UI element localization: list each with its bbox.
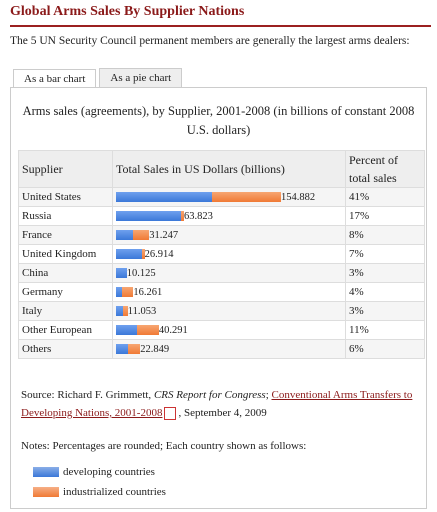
total-cell: 63.823 xyxy=(112,206,346,226)
total-label: 154.882 xyxy=(280,191,316,203)
bar-developing xyxy=(116,325,138,336)
percent: 17% xyxy=(345,206,425,226)
total-cell: 22.849 xyxy=(112,339,346,359)
bar: 40.291 xyxy=(116,325,188,336)
total-label: 40.291 xyxy=(158,324,188,336)
bar: 16.261 xyxy=(116,287,162,298)
total-cell: 16.261 xyxy=(112,282,346,302)
bar-industrialized xyxy=(122,287,134,298)
legend-swatch xyxy=(33,467,59,477)
supplier: Germany xyxy=(18,282,113,302)
row: United States 154.882 41% xyxy=(18,187,425,207)
row: Russia 63.823 17% xyxy=(18,206,425,226)
tab[interactable]: As a pie chart xyxy=(99,68,183,87)
bar-developing xyxy=(116,306,124,317)
legend-label: industrialized countries xyxy=(63,486,166,498)
total-cell: 11.053 xyxy=(112,301,346,321)
total-cell: 31.247 xyxy=(112,225,346,245)
percent: 41% xyxy=(345,187,425,207)
title-rule xyxy=(10,25,431,27)
percent: 3% xyxy=(345,301,425,321)
bar: 63.823 xyxy=(116,211,213,222)
percent: 11% xyxy=(345,320,425,340)
bar: 10.125 xyxy=(116,268,156,279)
bar-industrialized xyxy=(123,306,128,317)
bar-industrialized xyxy=(133,230,150,241)
bar: 31.247 xyxy=(116,230,178,241)
tabs: As a bar chart As a pie chart xyxy=(13,68,185,88)
tab[interactable]: As a bar chart xyxy=(13,69,97,88)
total-label: 26.914 xyxy=(144,248,174,260)
source-italic: CRS Report for Congress xyxy=(153,389,266,401)
bar-industrialized xyxy=(141,249,145,260)
bar-industrialized xyxy=(180,211,184,222)
source-link[interactable]: Conventional Arms Transfers to Developin… xyxy=(21,389,413,419)
bar-industrialized xyxy=(137,325,159,336)
total-cell: 40.291 xyxy=(112,320,346,340)
supplier: China xyxy=(18,263,113,283)
bar: 26.914 xyxy=(116,249,174,260)
supplier: Other European xyxy=(18,320,113,340)
bar-developing xyxy=(116,192,212,203)
supplier: Russia xyxy=(18,206,113,226)
row: Italy 11.053 3% xyxy=(18,301,425,321)
bar: 154.882 xyxy=(116,192,315,203)
percent: 6% xyxy=(345,339,425,359)
source-text: ; xyxy=(265,389,272,401)
legend-item: developing countries xyxy=(33,466,155,478)
bar-developing xyxy=(116,230,134,241)
supplier: United States xyxy=(18,187,113,207)
bar-industrialized xyxy=(127,344,141,355)
legend-label: developing countries xyxy=(63,466,155,478)
supplier: Italy xyxy=(18,301,113,321)
row: Other European 40.291 11% xyxy=(18,320,425,340)
bar: 22.849 xyxy=(116,344,169,355)
title: Global Arms Sales By Supplier Nations xyxy=(10,4,245,19)
total-label: 16.261 xyxy=(133,286,163,298)
bar-developing xyxy=(116,287,123,298)
table: Supplier Total Sales in US Dollars (bill… xyxy=(18,150,425,359)
bar-developing xyxy=(116,211,181,222)
panel: Arms sales (agreements), by Supplier, 20… xyxy=(10,87,427,509)
column-header: Percent of total sales xyxy=(345,150,425,188)
bar-developing xyxy=(116,268,127,279)
source-text: , September 4, 2009 xyxy=(178,407,267,419)
total-label: 22.849 xyxy=(140,343,170,355)
total-label: 31.247 xyxy=(149,229,179,241)
legend-item: industrialized countries xyxy=(33,486,166,498)
supplier: United Kingdom xyxy=(18,244,113,264)
total-label: 10.125 xyxy=(126,267,156,279)
row: Others 22.849 6% xyxy=(18,339,425,359)
total-cell: 154.882 xyxy=(112,187,346,207)
percent: 8% xyxy=(345,225,425,245)
bar-industrialized xyxy=(211,192,281,203)
supplier: France xyxy=(18,225,113,245)
percent: 7% xyxy=(345,244,425,264)
bar: 11.053 xyxy=(116,306,156,317)
source-text: Source: Richard F. Grimmett, xyxy=(21,389,154,401)
column-header: Total Sales in US Dollars (billions) xyxy=(112,150,346,188)
row: France 31.247 8% xyxy=(18,225,425,245)
percent: 3% xyxy=(345,263,425,283)
bar-developing xyxy=(116,249,142,260)
notes: Notes: Percentages are rounded; Each cou… xyxy=(21,440,307,452)
legend-swatch xyxy=(33,487,59,497)
total-cell: 26.914 xyxy=(112,244,346,264)
intro: The 5 UN Security Council permanent memb… xyxy=(10,35,410,47)
row: Germany 16.261 4% xyxy=(18,282,425,302)
supplier: Others xyxy=(18,339,113,359)
total-label: 63.823 xyxy=(183,210,213,222)
caption: Arms sales (agreements), by Supplier, 20… xyxy=(22,104,415,137)
total-cell: 10.125 xyxy=(112,263,346,283)
source: Source: Richard F. Grimmett, CRS Report … xyxy=(21,386,421,422)
row: China 10.125 3% xyxy=(18,263,425,283)
total-label: 11.053 xyxy=(127,305,157,317)
column-header: Supplier xyxy=(18,150,113,188)
bar-developing xyxy=(116,344,128,355)
row: United Kingdom 26.914 7% xyxy=(18,244,425,264)
percent: 4% xyxy=(345,282,425,302)
pdf-icon xyxy=(164,406,177,420)
